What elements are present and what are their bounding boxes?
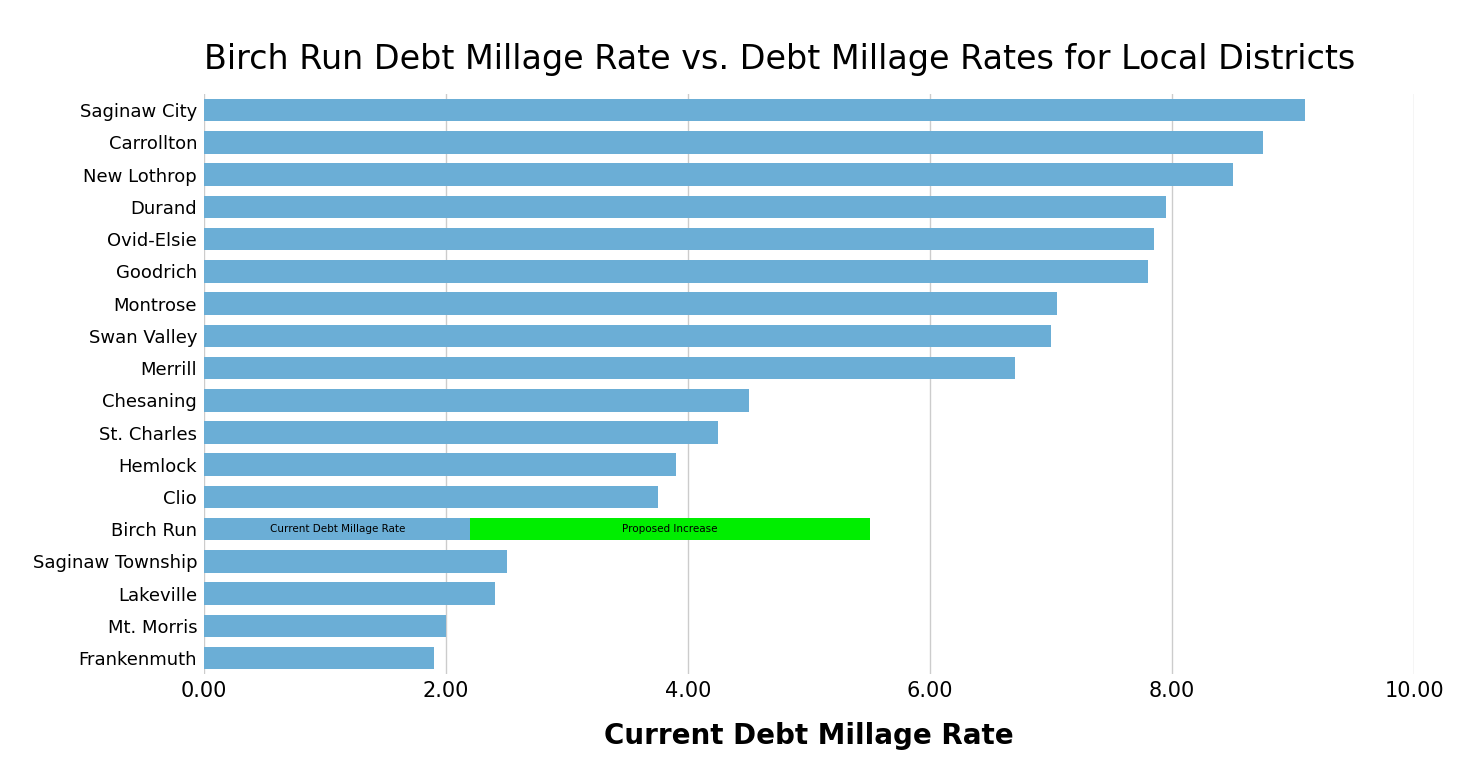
Bar xyxy=(204,647,434,670)
Bar xyxy=(204,389,749,412)
Bar xyxy=(204,550,507,572)
Bar xyxy=(204,583,494,605)
Bar xyxy=(204,486,658,508)
Bar xyxy=(204,99,1305,122)
Text: Current Debt Millage Rate: Current Debt Millage Rate xyxy=(270,524,405,534)
Bar xyxy=(471,518,869,540)
Bar xyxy=(204,453,677,476)
Text: Birch Run Debt Millage Rate vs. Debt Millage Rates for Local Districts: Birch Run Debt Millage Rate vs. Debt Mil… xyxy=(204,43,1356,76)
Bar xyxy=(204,228,1155,250)
Bar xyxy=(204,357,1015,379)
Bar xyxy=(204,615,446,637)
Bar xyxy=(204,260,1147,283)
Text: Proposed Increase: Proposed Increase xyxy=(623,524,717,534)
Bar xyxy=(204,196,1166,218)
Bar xyxy=(204,292,1057,315)
Bar xyxy=(204,518,471,540)
Bar xyxy=(204,421,719,444)
Bar xyxy=(204,163,1232,186)
Bar xyxy=(204,131,1263,154)
Bar xyxy=(204,325,1051,347)
X-axis label: Current Debt Millage Rate: Current Debt Millage Rate xyxy=(605,722,1013,750)
